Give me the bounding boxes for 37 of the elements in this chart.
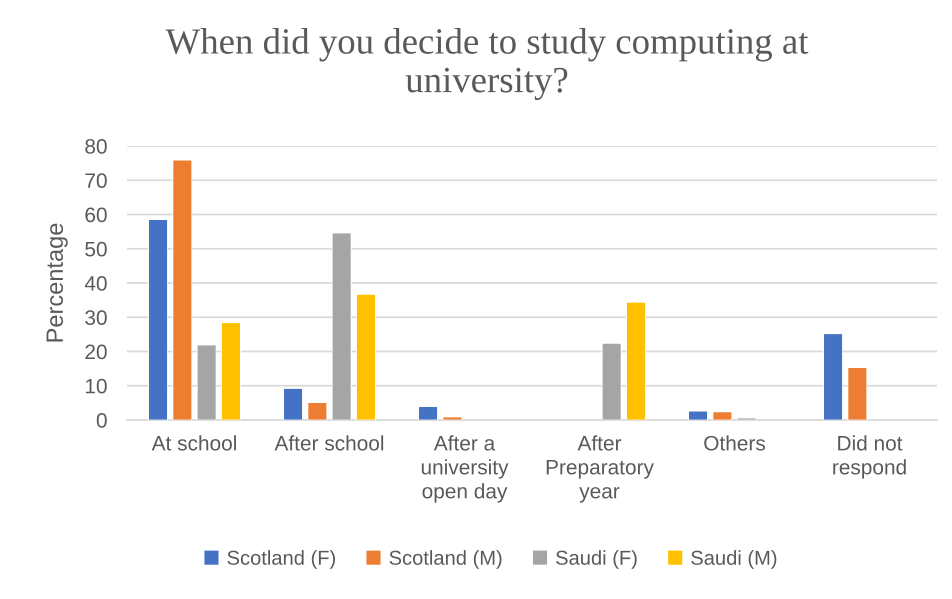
x-tick-label: Did not respond	[833, 435, 906, 479]
x-tick-label: Others	[704, 435, 766, 451]
bar	[847, 367, 868, 420]
legend-label: Scotland (M)	[390, 550, 502, 569]
y-tick-label: 60	[85, 208, 107, 222]
bar	[221, 322, 241, 420]
bar	[196, 344, 217, 420]
legend-label: Saudi (F)	[556, 550, 637, 569]
bar	[148, 219, 168, 420]
bar	[712, 411, 732, 420]
bar	[307, 402, 328, 420]
bar	[626, 302, 646, 420]
x-tick-label: At school	[152, 435, 236, 451]
y-tick-label: 20	[85, 344, 107, 360]
y-tick-label: 50	[85, 242, 107, 257]
legend-label: Saudi (M)	[691, 550, 776, 569]
bar	[688, 410, 708, 420]
y-tick-label: 40	[84, 276, 107, 291]
bar	[172, 160, 192, 420]
bar	[418, 406, 438, 420]
y-tick-label: 10	[86, 378, 107, 394]
bar	[332, 232, 352, 420]
y-tick-label: 0	[96, 413, 107, 428]
bar	[602, 342, 622, 420]
x-tick-label: After Preparatory year	[546, 435, 654, 503]
y-tick-label: 70	[85, 173, 107, 188]
x-tick-label: After school	[274, 435, 384, 451]
bar	[356, 294, 376, 420]
x-tick-label: After a university open day	[422, 435, 508, 503]
legend-label: Scotland (F)	[227, 550, 336, 569]
bar	[283, 388, 303, 420]
bar	[823, 333, 843, 420]
y-tick-label: 30	[85, 310, 107, 326]
y-axis-title: Percentage	[46, 224, 68, 342]
y-tick-label: 80	[85, 139, 107, 154]
bar	[442, 416, 462, 420]
chart-title: When did you decide to study computing at university?	[166, 28, 808, 100]
